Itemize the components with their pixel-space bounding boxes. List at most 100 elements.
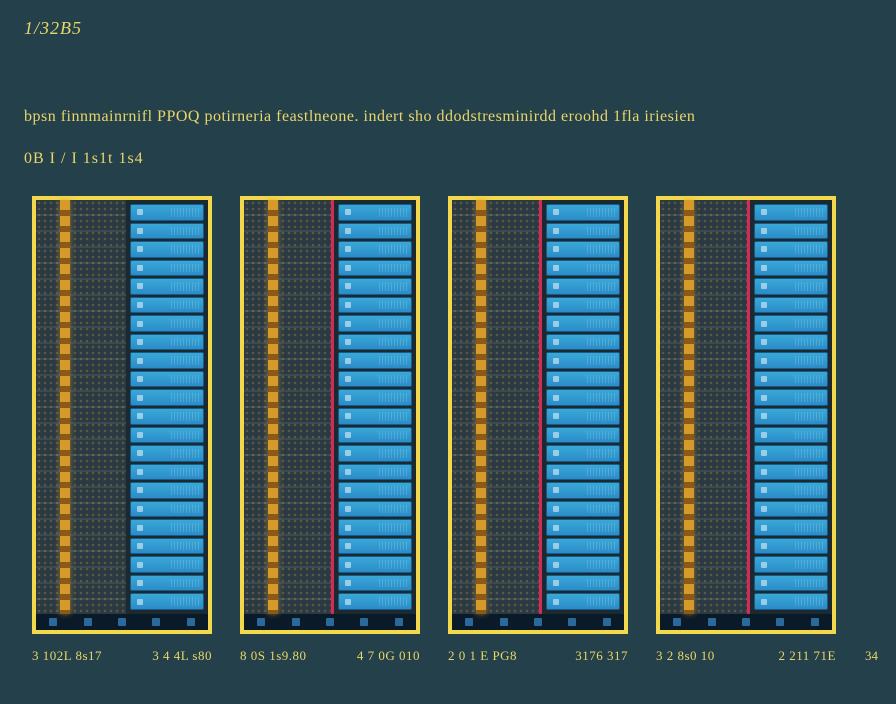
panel-label-pair: 3 2 8s0 10 2 211 71E (656, 648, 836, 664)
footer-dot (534, 618, 542, 626)
drive-slot (754, 575, 828, 592)
drive-slot (338, 315, 412, 332)
drive-slot (546, 501, 620, 518)
footer-dot (603, 618, 611, 626)
drive-slot (546, 223, 620, 240)
panel-label-pair: 8 0S 1s9.804 7 0G 010 (240, 648, 420, 664)
drive-slot (130, 352, 204, 369)
drive-slot (754, 204, 828, 221)
footer-dot (257, 618, 265, 626)
footer-dot (742, 618, 750, 626)
drive-slot (130, 241, 204, 258)
footer-dot (776, 618, 784, 626)
page-heading: 1/32B5 (24, 18, 82, 39)
drive-slot (754, 352, 828, 369)
footer-dot (187, 618, 195, 626)
panel-body (660, 200, 832, 614)
drive-slot (130, 389, 204, 406)
drive-slot (338, 538, 412, 555)
page-description: bpsn finnmainrnifl PPOQ potirneria feast… (24, 108, 695, 126)
footer-dot (84, 618, 92, 626)
trailing-label: 34 (865, 648, 878, 664)
footer-dot (326, 618, 334, 626)
drive-slot (130, 223, 204, 240)
orange-stripe (268, 200, 278, 614)
drive-slot (338, 278, 412, 295)
drive-slot (338, 223, 412, 240)
drive-slot (338, 334, 412, 351)
footer-dot (500, 618, 508, 626)
drive-slot (338, 371, 412, 388)
rack-panel (240, 196, 420, 634)
drive-slot (130, 575, 204, 592)
drive-slot (338, 464, 412, 481)
drive-slot (546, 408, 620, 425)
drive-slot (130, 204, 204, 221)
panel-left-column (36, 200, 126, 614)
drive-slot (338, 241, 412, 258)
drive-slot (130, 334, 204, 351)
drive-slot (754, 501, 828, 518)
drive-slot (130, 464, 204, 481)
panel-label-left: 2 0 1 E PG8 (448, 648, 517, 664)
panel-label-right: 2 211 71E (779, 648, 836, 664)
panel-label-left: 3 102L 8s17 (32, 648, 102, 664)
drive-slot (130, 593, 204, 610)
drive-slot (754, 241, 828, 258)
drive-slot (338, 389, 412, 406)
panel-left-column (660, 200, 750, 614)
panel-label-right: 3176 317 (575, 648, 628, 664)
panel-label-left: 3 2 8s0 10 (656, 648, 715, 664)
rack-panel (448, 196, 628, 634)
drive-slot (546, 204, 620, 221)
drive-slot (546, 352, 620, 369)
panel-body (36, 200, 208, 614)
panel-right-column (542, 200, 624, 614)
drive-slot (754, 278, 828, 295)
panel-right-column (750, 200, 832, 614)
drive-slot (130, 501, 204, 518)
drive-slot (754, 482, 828, 499)
drive-slot (546, 519, 620, 536)
drive-slot (130, 278, 204, 295)
drive-slot (130, 482, 204, 499)
panel-body (244, 200, 416, 614)
panel-footer (452, 614, 624, 630)
drive-slot (754, 223, 828, 240)
drive-slot (546, 445, 620, 462)
drive-slot (338, 593, 412, 610)
orange-stripe (476, 200, 486, 614)
drive-slot (754, 297, 828, 314)
panel-label-pair: 2 0 1 E PG8 3176 317 (448, 648, 628, 664)
drive-slot (130, 260, 204, 277)
drive-slot (754, 427, 828, 444)
drive-slot (130, 519, 204, 536)
drive-slot (546, 389, 620, 406)
footer-dot (360, 618, 368, 626)
drive-slot (754, 371, 828, 388)
drive-slot (754, 464, 828, 481)
drive-slot (754, 519, 828, 536)
rack-panel (656, 196, 836, 634)
panel-row (32, 196, 836, 634)
orange-stripe (60, 200, 70, 614)
drive-slot (130, 315, 204, 332)
drive-slot (754, 538, 828, 555)
drive-slot (754, 593, 828, 610)
footer-dot (152, 618, 160, 626)
drive-slot (546, 241, 620, 258)
panel-label-right: 3 4 4L s80 (152, 648, 212, 664)
panel-body (452, 200, 624, 614)
drive-slot (338, 482, 412, 499)
drive-slot (130, 297, 204, 314)
drive-slot (338, 297, 412, 314)
drive-slot (754, 408, 828, 425)
drive-slot (338, 204, 412, 221)
panel-footer (244, 614, 416, 630)
drive-slot (546, 371, 620, 388)
drive-slot (338, 519, 412, 536)
footer-dot (118, 618, 126, 626)
panel-right-column (334, 200, 416, 614)
drive-slot (338, 575, 412, 592)
rack-panel (32, 196, 212, 634)
